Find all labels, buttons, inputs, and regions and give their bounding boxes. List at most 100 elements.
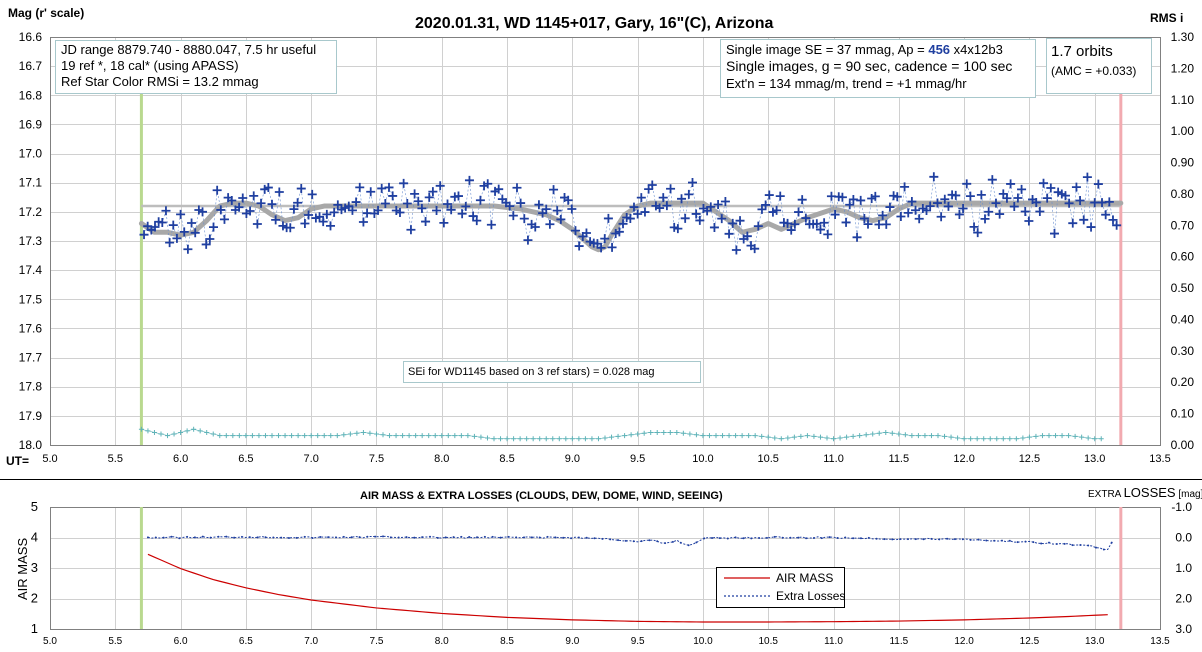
magnitude-point (640, 207, 650, 217)
magnitude-point (775, 191, 785, 201)
magnitude-point (1035, 206, 1045, 216)
rms-point (426, 433, 432, 439)
single-image-box: Single image SE = 37 mmag, Ap = 456 x4x1… (720, 39, 1036, 98)
magnitude-point (845, 200, 855, 210)
extra-losses-point (436, 536, 439, 539)
rms-point (400, 433, 406, 439)
rms-point (347, 431, 353, 437)
magnitude-point (830, 210, 840, 220)
magnitude-point (881, 219, 891, 229)
magnitude-point (402, 199, 412, 209)
magnitude-point (995, 209, 1005, 219)
magnitude-point (596, 243, 606, 253)
magnitude-point (505, 201, 515, 211)
bottom-right-axis-ticks: -1.0 0.0 1.0 2.0 3.0 (1171, 500, 1192, 636)
top-right-tick-label: 0.10 (1171, 407, 1195, 421)
magnitude-point (333, 200, 343, 210)
rms-point (759, 433, 765, 439)
extra-losses-point (765, 536, 768, 539)
magnitude-point (1039, 178, 1049, 188)
extra-losses-point (993, 539, 996, 542)
magnitude-point (168, 220, 178, 230)
magnitude-point (326, 221, 336, 231)
magnitude-point (753, 221, 763, 231)
top-right-tick-label: 0.20 (1171, 375, 1195, 389)
rms-point (654, 429, 660, 435)
rms-point (615, 433, 621, 439)
magnitude-point (355, 182, 365, 192)
extra-losses-point (946, 537, 949, 540)
top-left-tick-label: 17.6 (19, 321, 43, 335)
rms-point (863, 432, 869, 438)
top-right-tick-label: 1.00 (1171, 124, 1195, 138)
rms-point (622, 433, 628, 439)
extra-losses-point (773, 535, 776, 538)
rms-point (706, 433, 712, 439)
magnitude-point (1046, 183, 1056, 193)
top-chart-title: 2020.01.31, WD 1145+017, Gary, 16"(C), A… (415, 15, 774, 32)
top-x-axis-label: UT= (6, 454, 29, 468)
rms-point (432, 433, 438, 439)
magnitude-point (980, 214, 990, 224)
magnitude-point (384, 182, 394, 192)
bottom-left-tick-label: 1 (31, 621, 38, 636)
extra-losses-point (985, 539, 988, 542)
magnitude-point (252, 219, 262, 229)
magnitude-point (636, 193, 646, 203)
top-right-tick-label: 0.40 (1171, 312, 1195, 326)
extra-losses-point (444, 536, 447, 539)
extra-losses-point (938, 538, 941, 541)
rms-point (595, 436, 601, 442)
rms-point (733, 433, 739, 439)
magnitude-point (856, 195, 866, 205)
top-left-tick-label: 16.9 (19, 117, 43, 131)
rms-point (1033, 433, 1039, 439)
magnitude-point (1009, 202, 1019, 212)
magnitude-point (772, 205, 782, 215)
rms-point (478, 434, 484, 440)
extra-losses-point (201, 535, 204, 538)
extra-losses-point (1110, 541, 1113, 544)
bottom-range-markers (139, 507, 1123, 629)
ref-star-color-text: Ref Star Color RMSi = 13.2 mmag (61, 74, 259, 89)
extra-losses-point (295, 536, 298, 539)
rms-point (354, 430, 360, 436)
top-x-tick-label: 11.5 (889, 453, 910, 465)
extra-losses-point (1016, 541, 1019, 544)
magnitude-point (289, 204, 299, 214)
extra-losses-point (154, 536, 157, 539)
extra-losses-point (319, 535, 322, 538)
rms-point (687, 431, 693, 437)
extra-losses-point (491, 535, 494, 538)
rms-point (1079, 434, 1085, 440)
rms-point (981, 436, 987, 442)
rms-point (641, 430, 647, 436)
rms-point (158, 431, 164, 437)
magnitude-point (165, 238, 175, 248)
extra-losses-point (844, 536, 847, 539)
rms-point (491, 436, 497, 442)
rms-point (393, 433, 399, 439)
magnitude-point (713, 200, 723, 210)
magnitude-point (786, 225, 796, 235)
extra-losses-point (891, 538, 894, 541)
extra-losses-point (515, 536, 518, 539)
rms-point (498, 436, 504, 442)
top-left-tick-label: 17.9 (19, 409, 43, 423)
extra-losses-point (781, 536, 784, 539)
rms-point (360, 429, 366, 435)
magnitude-point (764, 190, 774, 200)
magnitude-point (380, 198, 390, 208)
rms-point (628, 432, 634, 438)
magnitude-point (574, 241, 584, 251)
magnitude-point (929, 172, 939, 182)
magnitude-point (896, 211, 906, 221)
rms-point (217, 433, 223, 439)
extra-losses-point (656, 540, 659, 543)
magnitude-point (161, 206, 171, 216)
magnitude-point (742, 231, 752, 241)
extra-losses-point (146, 536, 149, 539)
rms-point (191, 426, 197, 432)
extra-losses-point (1071, 544, 1074, 547)
extra-losses-point (334, 536, 337, 539)
